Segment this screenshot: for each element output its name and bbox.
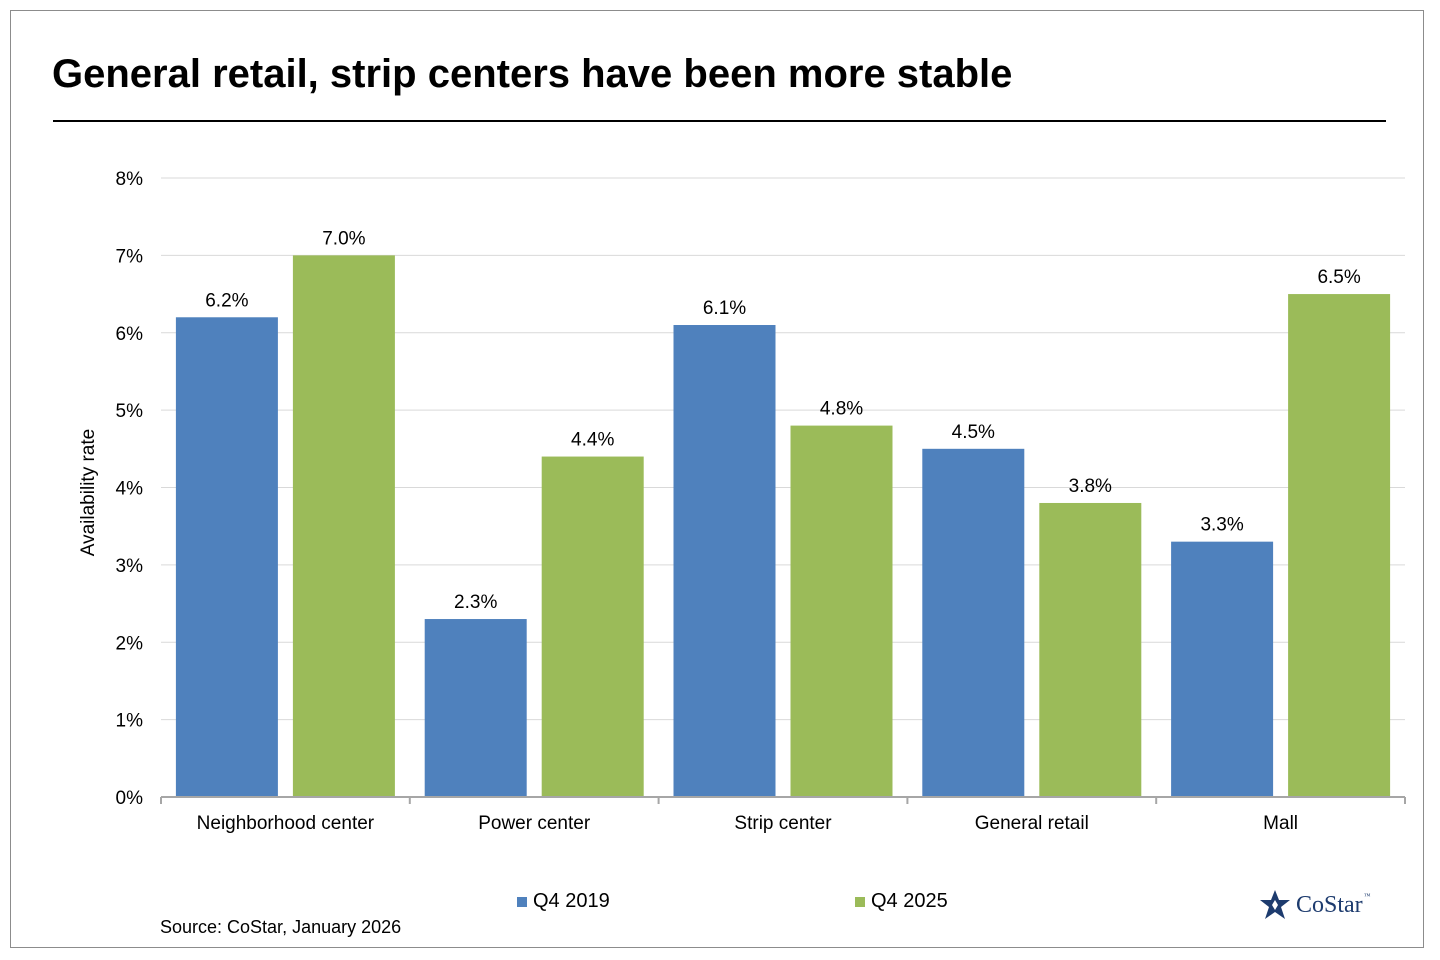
bar-q4-2019 <box>922 448 1025 797</box>
bar-q4-2025 <box>292 255 395 797</box>
bar-q4-2025 <box>790 425 893 797</box>
legend-label-q4-2019: Q4 2019 <box>533 890 610 912</box>
y-axis-label: Availability rate <box>78 429 99 556</box>
bar-q4-2019 <box>673 325 776 797</box>
legend-item-q4-2025: Q4 2025 <box>855 890 948 913</box>
legend-label-q4-2025: Q4 2025 <box>871 890 948 912</box>
data-label: 4.4% <box>571 430 614 451</box>
data-label: 4.8% <box>820 399 863 420</box>
y-tick-label: 7% <box>116 246 144 267</box>
x-tick-label: General retail <box>975 813 1089 834</box>
costar-logo-text: CoStar™ <box>1296 891 1371 918</box>
data-label: 6.5% <box>1317 267 1360 288</box>
data-label: 6.2% <box>205 290 248 311</box>
costar-logo: CoStar™ <box>1258 888 1371 922</box>
bar-q4-2019 <box>175 317 278 797</box>
bar-q4-2025 <box>1039 502 1142 797</box>
costar-star-icon <box>1260 890 1290 919</box>
data-label: 3.3% <box>1200 515 1243 536</box>
data-label: 6.1% <box>703 298 746 319</box>
y-tick-label: 2% <box>116 633 144 654</box>
chart-title: General retail, strip centers have been … <box>52 52 1013 96</box>
y-tick-label: 8% <box>116 169 144 190</box>
y-tick-label: 4% <box>116 479 144 500</box>
bar-q4-2025 <box>1288 294 1391 797</box>
data-label: 3.8% <box>1069 476 1112 497</box>
legend-item-q4-2019: Q4 2019 <box>517 890 610 913</box>
bar-q4-2025 <box>541 456 644 797</box>
x-tick-label: Mall <box>1263 813 1298 834</box>
y-tick-label: 6% <box>116 324 144 345</box>
x-tick-label: Power center <box>478 813 591 834</box>
data-label: 2.3% <box>454 592 497 613</box>
bar-q4-2019 <box>424 619 527 797</box>
x-tick-label: Strip center <box>734 813 832 834</box>
y-tick-label: 5% <box>116 401 144 422</box>
legend-swatch-q4-2019 <box>517 896 527 907</box>
source-note: Source: CoStar, January 2026 <box>160 917 402 937</box>
x-tick-label: Neighborhood center <box>197 813 375 834</box>
y-tick-label: 1% <box>116 711 144 732</box>
y-tick-label: 0% <box>116 788 144 809</box>
data-label: 4.5% <box>952 422 995 443</box>
legend-swatch-q4-2025 <box>855 896 865 907</box>
bar-q4-2019 <box>1171 541 1274 797</box>
title-rule <box>53 120 1386 122</box>
y-tick-label: 3% <box>116 556 144 577</box>
data-label: 7.0% <box>322 228 365 249</box>
